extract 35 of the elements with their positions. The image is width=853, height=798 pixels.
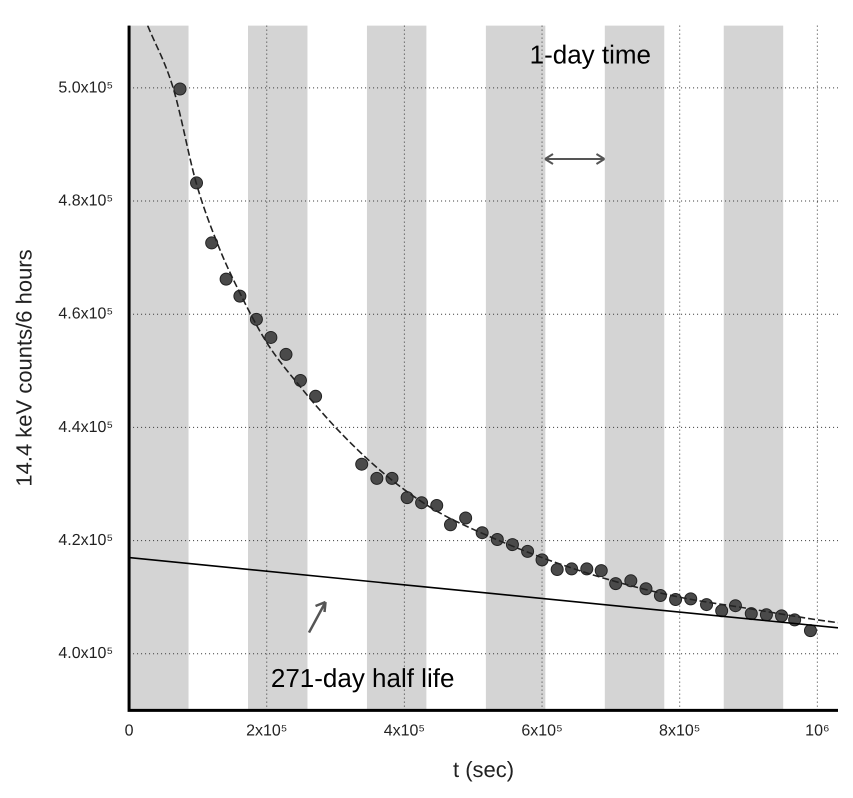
y-tick-label: 5.0x10⁵: [58, 79, 114, 96]
point: [205, 236, 218, 250]
y-tick-label: 4.2x10⁵: [58, 532, 114, 550]
point: [459, 511, 472, 524]
point: [355, 458, 368, 471]
point: [444, 518, 457, 532]
annotation: 271-day half life: [270, 662, 454, 693]
point: [430, 499, 444, 512]
point: [609, 577, 622, 590]
line-series: [146, 26, 838, 624]
y-tick-label: 4.4x10⁵: [58, 418, 114, 436]
point: [804, 624, 817, 638]
x-tick-label: 6x10⁵: [521, 722, 563, 740]
x-tick-label: 0: [124, 722, 134, 740]
point: [174, 82, 187, 96]
y-axis-title: 14.4 keV counts/6 hours: [11, 249, 36, 487]
x-tick-label: 8x10⁵: [659, 722, 700, 740]
point: [264, 330, 278, 344]
x-axis-title: t (sec): [452, 756, 514, 782]
y-tick-label: 4.6x10⁵: [58, 306, 114, 323]
point: [594, 564, 608, 578]
point: [400, 491, 414, 504]
point: [220, 272, 233, 286]
point: [280, 348, 292, 361]
point: [309, 390, 322, 403]
point: [294, 374, 307, 387]
y-tick-label: 4.8x10⁵: [58, 192, 114, 210]
point: [370, 472, 384, 485]
x-tick-label: 2x10⁵: [246, 722, 288, 740]
x-tick-label: 4x10⁵: [384, 722, 426, 740]
y-tick-label: 4.0x10⁵: [58, 645, 114, 662]
x-tick-label: 10⁶: [805, 722, 830, 740]
point: [550, 562, 564, 576]
point: [624, 574, 638, 588]
annotation: 1-day time: [530, 40, 652, 70]
